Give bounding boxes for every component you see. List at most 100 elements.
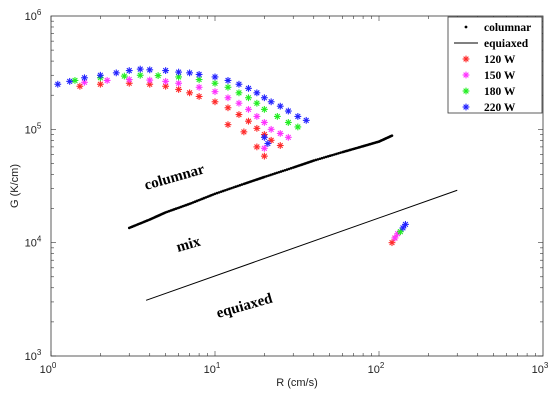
series-220-w-point — [235, 80, 243, 88]
series-180-w-point — [396, 228, 404, 236]
series-150-w-point — [211, 88, 219, 96]
series-150-w-point — [235, 99, 243, 107]
series-columnar-point — [263, 175, 266, 179]
series-120-w-point — [224, 121, 232, 129]
y-tick-label: 103 — [25, 348, 42, 363]
series-columnar-point — [232, 186, 235, 189]
series-150-w-point — [260, 119, 268, 126]
series-180-w-point — [224, 83, 232, 91]
y-tick-label: 104 — [25, 235, 42, 250]
series-columnar-point — [322, 156, 326, 159]
series-180-w-point — [211, 79, 219, 87]
series-150-w-point — [146, 76, 154, 84]
legend-label: equiaxed — [484, 38, 529, 50]
series-220-w-point — [175, 68, 183, 76]
legend-marker — [462, 71, 470, 79]
series-columnar-point — [318, 157, 322, 161]
series-120-w-point — [76, 82, 84, 90]
y-axis-label: G (K/cm) — [9, 164, 21, 208]
legend-item-equiaxed: equiaxed — [454, 38, 529, 50]
series-150-w-point — [267, 125, 275, 133]
series-180-w-point — [260, 105, 268, 113]
series-220-w-point — [302, 116, 310, 124]
series-220-w-point — [146, 66, 154, 74]
series-columnar-point — [324, 155, 328, 159]
x-tick-label: 100 — [40, 361, 57, 376]
legend-marker — [462, 103, 470, 111]
series-columnar-point — [314, 158, 318, 162]
series-120-w-point — [276, 142, 284, 149]
series-120-w-point — [195, 93, 203, 100]
series-150-w-point — [162, 77, 170, 85]
series-columnar-point — [333, 153, 336, 156]
series-180-w-point — [284, 119, 292, 126]
series-120-w-point — [253, 143, 261, 151]
legend-label: 180 W — [484, 86, 516, 98]
series-150-w-point — [260, 144, 268, 152]
legend-marker — [464, 25, 468, 29]
series-columnar-point — [269, 173, 272, 177]
series-150-w-point — [284, 133, 292, 141]
series-180-w-point — [136, 71, 144, 79]
legend-item-columnar: columnar — [464, 22, 531, 34]
series-columnar-point — [226, 188, 229, 191]
series-220-w-point — [195, 71, 203, 78]
series-220-w-point — [125, 67, 133, 74]
series-220-w-point — [264, 140, 272, 147]
series-120-w-point — [224, 104, 232, 112]
series-columnar-point — [215, 191, 219, 195]
series-220-w-point — [136, 65, 144, 73]
series-120-w-point — [175, 86, 183, 93]
y-tick-label: 106 — [25, 8, 42, 23]
series-120-w-point — [245, 117, 252, 125]
series-columnar-point — [335, 152, 338, 156]
series-180-w-point — [154, 72, 162, 79]
legend-item-220-w: 220 W — [462, 102, 516, 114]
series-220-w-point — [399, 224, 407, 232]
legend-label: 150 W — [484, 70, 516, 82]
series-columnar-point — [339, 151, 342, 154]
series-220-w-point — [267, 98, 275, 106]
series-columnar-point — [265, 174, 268, 178]
series-150-w-point — [253, 113, 261, 120]
series-150-w-point — [195, 83, 203, 91]
series-columnar-point — [238, 184, 242, 187]
series-220-w-point — [54, 80, 62, 88]
series-180-w-point — [253, 99, 261, 107]
series-120-w-point — [186, 89, 193, 97]
series-columnar-point — [390, 134, 394, 137]
series-columnar-point — [287, 167, 291, 171]
series-180-w-point — [273, 113, 281, 120]
series-220-w-point — [402, 220, 409, 228]
series-150-w-point — [391, 234, 399, 242]
series-columnar-point — [221, 189, 225, 193]
series-columnar-point — [320, 156, 324, 160]
legend-label: columnar — [484, 22, 531, 34]
legend-item-180-w: 180 W — [462, 86, 516, 98]
legend-box — [447, 16, 543, 114]
region-label-equiaxed: equiaxed — [215, 290, 275, 321]
series-columnar-point — [337, 151, 340, 155]
series-columnar-point — [316, 158, 320, 161]
series-120-w-point — [235, 111, 243, 118]
x-axis-label: R (cm/s) — [276, 377, 318, 389]
series-120-w-point — [146, 80, 154, 88]
series-220-w-point — [276, 102, 284, 110]
legend: columnar equiaxed 120 W 150 W 180 W 220 W — [447, 16, 543, 114]
series-columnar-point — [228, 187, 231, 191]
series-columnar-point — [281, 169, 285, 173]
series-columnar-point — [326, 155, 330, 158]
region-label-mix: mix — [175, 234, 203, 256]
series-120-w-point — [388, 239, 396, 247]
series-columnar-point — [331, 153, 334, 157]
legend-item-120-w: 120 W — [462, 54, 516, 66]
series-220-w-point — [284, 107, 292, 115]
series-columnar-point — [277, 170, 281, 174]
series-120-w-point — [211, 98, 219, 106]
series-220-w-point — [81, 74, 88, 82]
series-150-w-point — [125, 76, 133, 83]
series-150-w-point — [245, 105, 252, 113]
series-220-w-point — [66, 77, 74, 85]
x-tick-label: 102 — [368, 361, 385, 376]
series-columnar-point — [285, 168, 289, 171]
